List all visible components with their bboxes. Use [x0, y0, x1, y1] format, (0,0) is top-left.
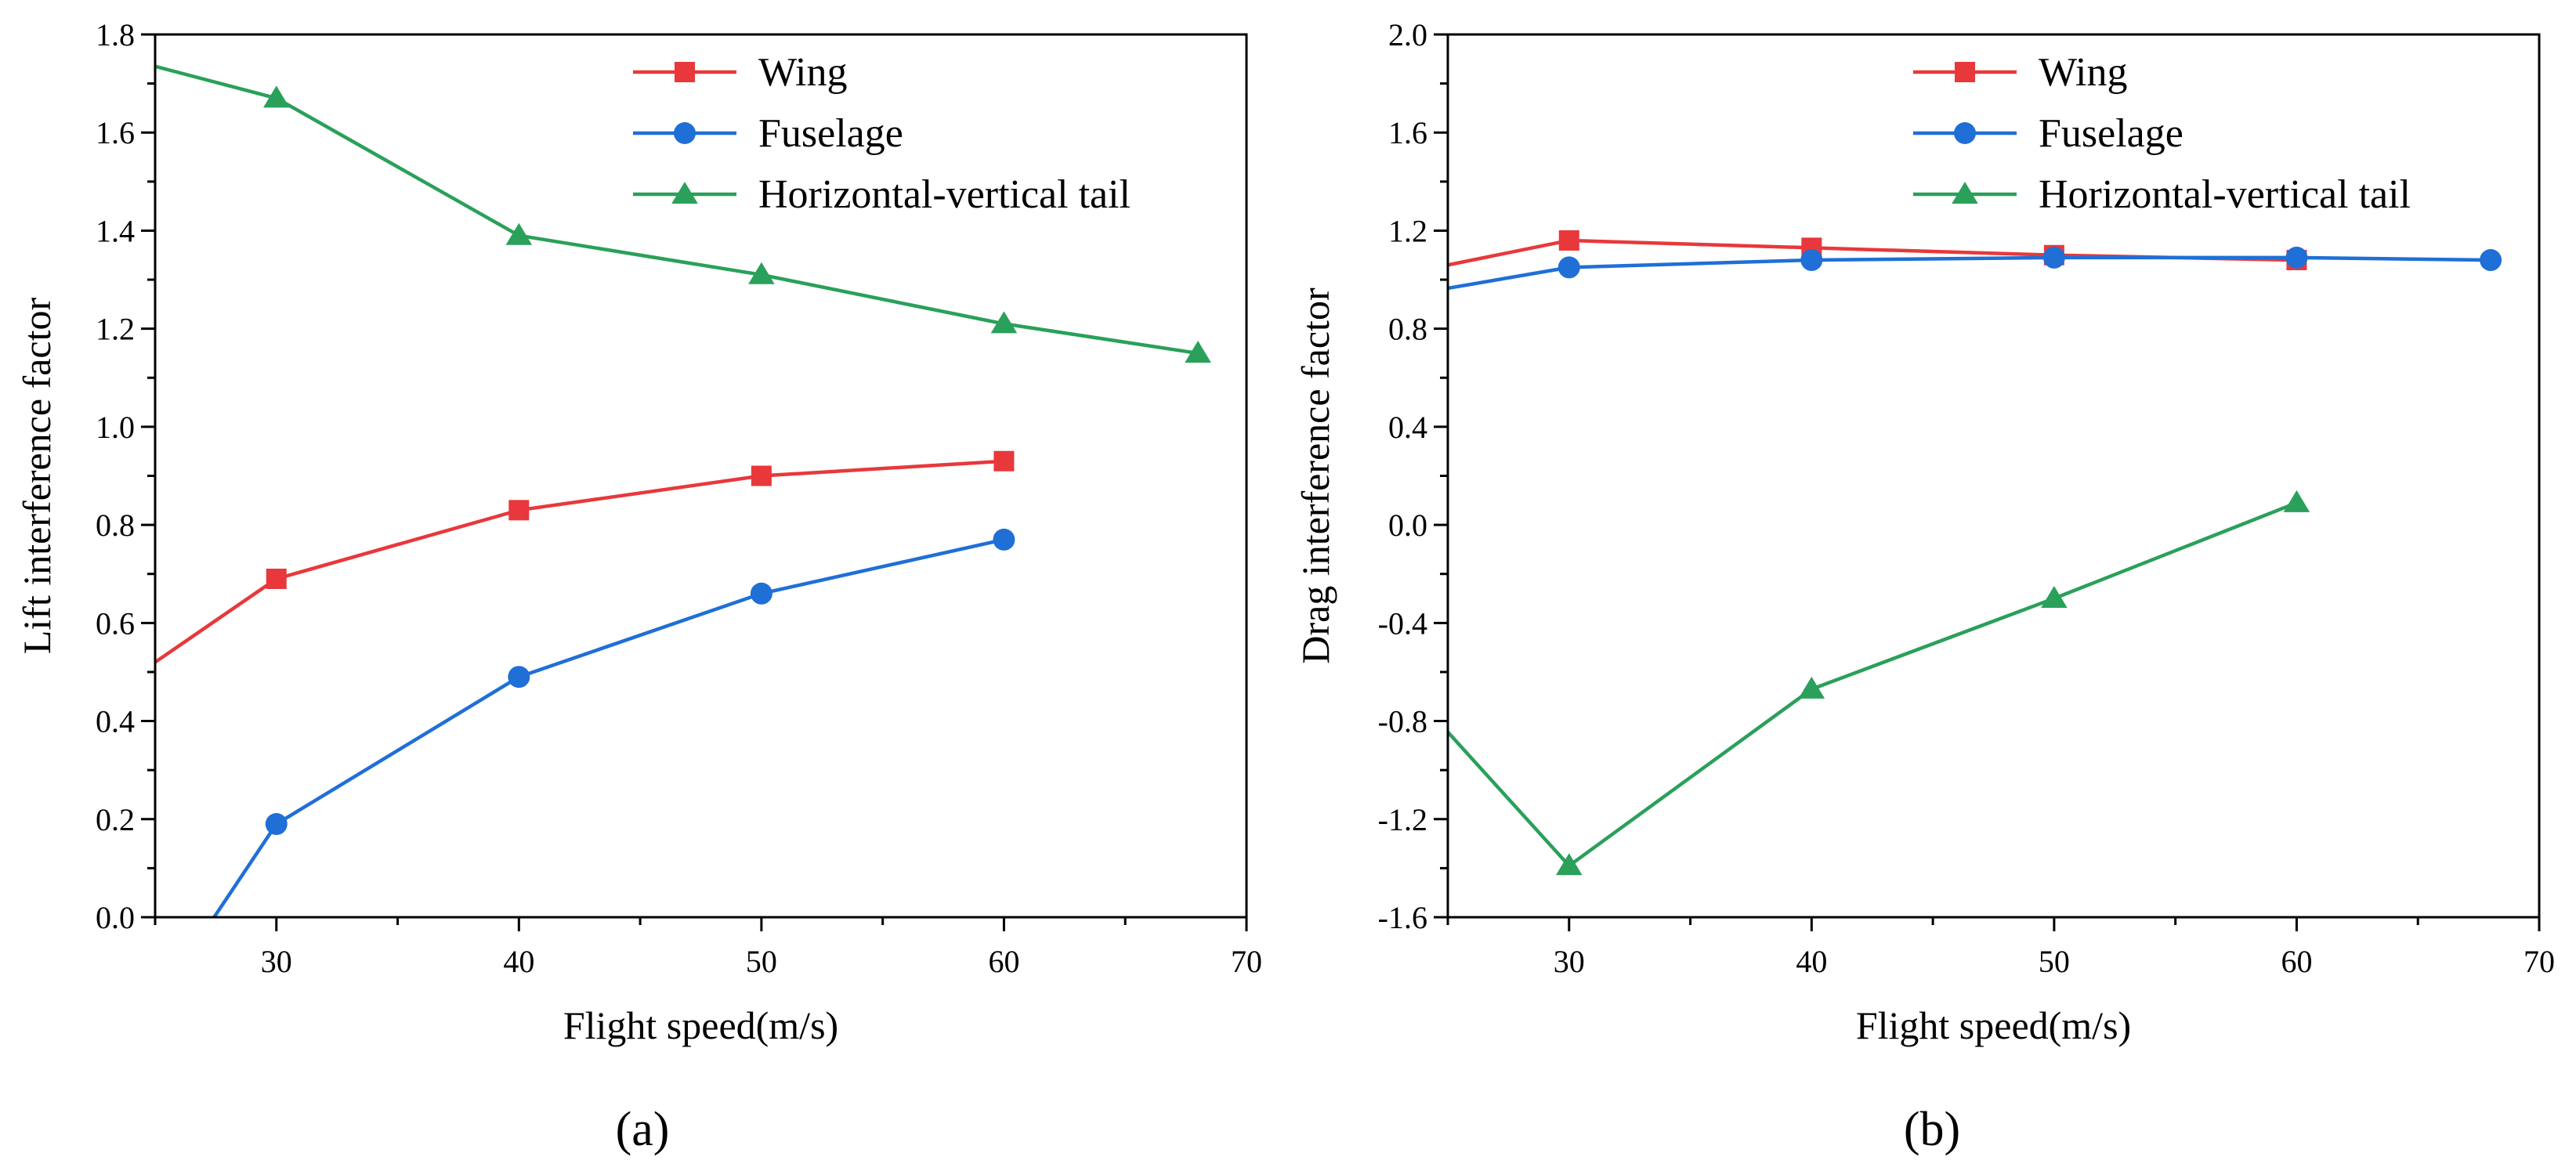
y-tick-label: -1.2 [1378, 802, 1427, 837]
y-axis-title: Lift interference factor [15, 298, 59, 655]
data-point-wing [508, 500, 530, 521]
y-tick-label: 0.8 [1388, 312, 1427, 347]
data-point-fuselage [1558, 256, 1580, 279]
data-point-fuselage [750, 582, 772, 605]
panel-label-b: (b) [1904, 1103, 1960, 1156]
data-point-horizontal-vertical-tail [748, 262, 775, 284]
y-tick-label: 0.4 [1388, 410, 1427, 445]
legend-marker-wing [1955, 62, 1975, 82]
data-point-wing [24, 735, 44, 756]
data-point-fuselage [2285, 246, 2308, 269]
legend-label-fuselage: Fuselage [758, 111, 903, 156]
y-tick-label: 1.4 [96, 213, 135, 248]
legend-marker-fuselage [674, 122, 696, 144]
y-tick-label: 1.2 [1388, 213, 1427, 248]
y-tick-label: 1.8 [96, 17, 135, 52]
x-tick-label: 60 [988, 944, 1019, 979]
plot-frame-a [154, 33, 1248, 919]
y-tick-label: -1.6 [1378, 900, 1427, 935]
data-point-horizontal-vertical-tail [262, 85, 290, 108]
data-point-fuselage [993, 528, 1015, 551]
chart-panel-a: 30 40 50 60 70 0.0 0.2 0.4 0.6 0.8 1.0 1.2 1.4 1.6 1.8… [15, 17, 1262, 1047]
x-tick-label: 40 [1796, 944, 1827, 979]
data-point-fuselage [2480, 249, 2502, 272]
data-point-wing [993, 450, 1015, 472]
plot-area-b [1448, 230, 2502, 876]
x-tick-label: 40 [503, 944, 534, 979]
data-point-fuselage [508, 666, 530, 689]
series-line-fuselage [212, 537, 1004, 917]
legend-label-wing: Wing [2039, 50, 2127, 95]
x-tick-label: 50 [2039, 944, 2070, 979]
y-tick-label: 0.0 [1388, 508, 1427, 543]
y-tick-label: -0.4 [1378, 605, 1427, 641]
y-axis-title: Drag interference factor [1293, 287, 1337, 664]
legend-label-horizontal-vertical-tail: Horizontal-vertical tail [758, 172, 1131, 217]
legend-marker-wing [675, 62, 695, 82]
x-tick-label: 30 [261, 944, 292, 979]
data-point-wing [266, 568, 287, 589]
y-tick-label: 0.8 [96, 508, 135, 543]
data-point-horizontal-vertical-tail [2283, 490, 2310, 512]
x-tick-label: 50 [746, 944, 777, 979]
y-tick-label: 1.2 [96, 312, 135, 347]
x-tick-label: 70 [1231, 944, 1262, 979]
legend-a: Wing Fuselage Horizontal-vertical tail [633, 50, 1131, 217]
data-point-fuselage [1800, 249, 1823, 272]
series-line-fuselage [1448, 255, 2491, 291]
legend-marker-horizontal-vertical-tail [1952, 182, 1978, 204]
panel-label-a: (a) [616, 1103, 670, 1156]
plot-area-a [20, 22, 1211, 917]
legend-label-horizontal-vertical-tail: Horizontal-vertical tail [2039, 172, 2411, 217]
y-tick-label: 1.6 [1388, 115, 1427, 150]
legend-label-fuselage: Fuselage [2039, 111, 2183, 156]
y-tick-label: 0.2 [96, 802, 135, 837]
y-tick-label: 2.0 [1388, 17, 1427, 52]
y-tick-label: 0.0 [96, 900, 135, 935]
data-point-horizontal-vertical-tail [1185, 340, 1211, 363]
data-point-wing [751, 465, 772, 486]
data-point-fuselage [265, 813, 288, 836]
x-axis-title: Flight speed(m/s) [1856, 1003, 2131, 1047]
legend-marker-fuselage [1954, 122, 1976, 144]
x-tick-label: 30 [1554, 944, 1585, 979]
x-tick-label: 60 [2281, 944, 2312, 979]
y-tick-label: 1.0 [96, 410, 135, 445]
data-point-horizontal-vertical-tail [2041, 586, 2068, 609]
x-tick-label: 70 [2524, 944, 2555, 979]
data-point-fuselage [2042, 246, 2065, 269]
y-tick-label: -0.8 [1378, 704, 1427, 739]
data-point-horizontal-vertical-tail [1798, 676, 1825, 699]
legend-b: Wing Fuselage Horizontal-vertical tail [1913, 50, 2411, 217]
series-line-horizontal-vertical-tail [155, 64, 1199, 356]
y-tick-label: 1.6 [96, 115, 135, 150]
legend-marker-horizontal-vertical-tail [671, 182, 698, 204]
data-point-horizontal-vertical-tail [990, 311, 1018, 334]
data-point-horizontal-vertical-tail [1555, 853, 1583, 876]
x-axis-title: Flight speed(m/s) [563, 1003, 838, 1047]
y-tick-label: 0.6 [96, 605, 135, 641]
data-point-horizontal-vertical-tail [20, 22, 47, 44]
legend-label-wing: Wing [758, 50, 847, 95]
plot-frame-b [1446, 33, 2541, 919]
y-tick-label: 0.4 [96, 704, 135, 739]
data-point-wing [1558, 230, 1579, 251]
data-point-horizontal-vertical-tail [505, 222, 533, 245]
chart-panel-b: 30 40 50 60 70 -1.6 -1.2 -0.8 -0.4 0.0 0.4 0.8 1.2 1.… [1293, 17, 2555, 1047]
